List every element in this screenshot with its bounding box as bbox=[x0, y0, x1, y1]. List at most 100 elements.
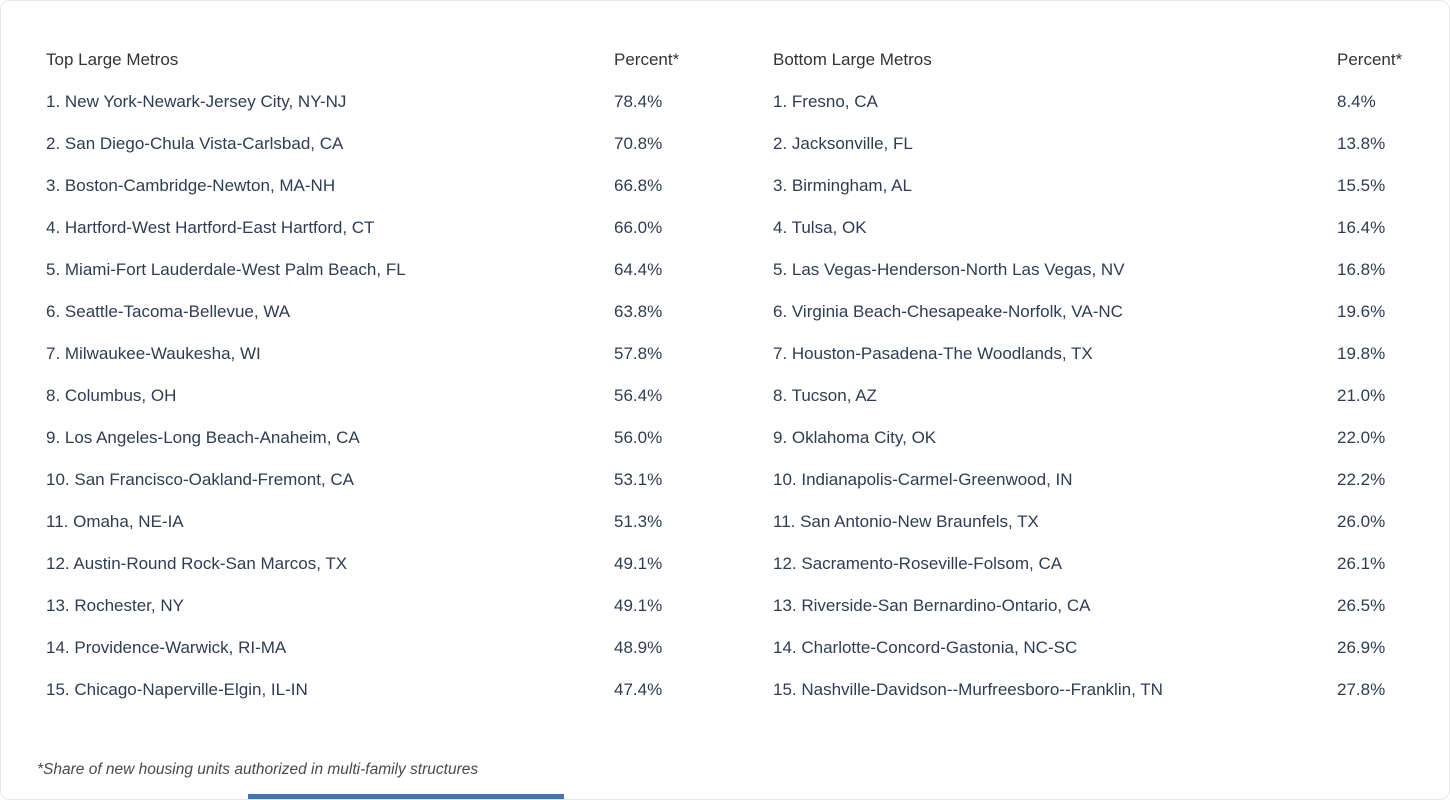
metro-label: 6. Virginia Beach-Chesapeake-Norfolk, VA… bbox=[773, 302, 1123, 321]
table-row: 9. Los Angeles-Long Beach-Anaheim, CA 56.… bbox=[46, 417, 706, 459]
metro-label: 12. Austin-Round Rock-San Marcos, TX bbox=[46, 554, 348, 573]
table-row: 5. Miami-Fort Lauderdale-West Palm Beach… bbox=[46, 249, 706, 291]
table-row: 6. Virginia Beach-Chesapeake-Norfolk, VA… bbox=[773, 291, 1414, 333]
percent-value: 22.0% bbox=[1337, 428, 1386, 447]
percent-value: 49.1% bbox=[614, 596, 663, 615]
table-header-row: Top Large Metros Percent* bbox=[46, 39, 706, 81]
metro-label: 10. Indianapolis-Carmel-Greenwood, IN bbox=[773, 470, 1073, 489]
percent-value: 49.1% bbox=[614, 554, 663, 573]
percent-value: 53.1% bbox=[614, 470, 663, 489]
percent-column-header: Percent* bbox=[614, 50, 680, 69]
table-row: 13. Riverside-San Bernardino-Ontario, CA… bbox=[773, 585, 1414, 627]
percent-value: 56.4% bbox=[614, 386, 663, 405]
table-row: 1. New York-Newark-Jersey City, NY-NJ 78.… bbox=[46, 81, 706, 123]
percent-value: 51.3% bbox=[614, 512, 663, 531]
table-row: 8. Tucson, AZ 21.0% bbox=[773, 375, 1414, 417]
metro-label: 3. Boston-Cambridge-Newton, MA-NH bbox=[46, 176, 336, 195]
table-header-row: Bottom Large Metros Percent* bbox=[773, 39, 1414, 81]
percent-value: 70.8% bbox=[614, 134, 663, 153]
percent-value: 48.9% bbox=[614, 638, 663, 657]
metro-label: 13. Riverside-San Bernardino-Ontario, CA bbox=[773, 596, 1091, 615]
percent-value: 19.6% bbox=[1337, 302, 1386, 321]
percent-value: 66.8% bbox=[614, 176, 663, 195]
metro-label: 15. Nashville-Davidson--Murfreesboro--Fr… bbox=[773, 680, 1163, 699]
table-body: 1. Fresno, CA 8.4% 2. Jacksonville, FL 13.8… bbox=[773, 81, 1414, 711]
metro-label: 4. Hartford-West Hartford-East Hartford,… bbox=[46, 218, 375, 237]
table-title: Top Large Metros bbox=[46, 50, 179, 69]
top-large-metros-table: Top Large Metros Percent* 1. New York-Ne… bbox=[46, 39, 706, 711]
metro-label: 11. Omaha, NE-IA bbox=[46, 512, 184, 531]
metro-label: 13. Rochester, NY bbox=[46, 596, 184, 615]
percent-value: 13.8% bbox=[1337, 134, 1386, 153]
metro-label: 5. Miami-Fort Lauderdale-West Palm Beach… bbox=[46, 260, 406, 279]
metro-label: 2. San Diego-Chula Vista-Carlsbad, CA bbox=[46, 134, 344, 153]
table-row: 2. San Diego-Chula Vista-Carlsbad, CA 70.… bbox=[46, 123, 706, 165]
percent-value: 66.0% bbox=[614, 218, 663, 237]
metro-label: 7. Milwaukee-Waukesha, WI bbox=[46, 344, 261, 363]
metro-label: 14. Charlotte-Concord-Gastonia, NC-SC bbox=[773, 638, 1078, 657]
table-title: Bottom Large Metros bbox=[773, 50, 932, 69]
percent-value: 8.4% bbox=[1337, 92, 1376, 111]
table-row: 14. Charlotte-Concord-Gastonia, NC-SC 26.… bbox=[773, 627, 1414, 669]
percent-value: 56.0% bbox=[614, 428, 663, 447]
table-row: 11. Omaha, NE-IA 51.3% bbox=[46, 501, 706, 543]
percent-value: 78.4% bbox=[614, 92, 663, 111]
metro-label: 8. Tucson, AZ bbox=[773, 386, 877, 405]
percent-column-header: Percent* bbox=[1337, 50, 1403, 69]
table-row: 9. Oklahoma City, OK 22.0% bbox=[773, 417, 1414, 459]
table-row: 13. Rochester, NY 49.1% bbox=[46, 585, 706, 627]
percent-value: 15.5% bbox=[1337, 176, 1386, 195]
table-row: 1. Fresno, CA 8.4% bbox=[773, 81, 1414, 123]
metro-label: 9. Oklahoma City, OK bbox=[773, 428, 937, 447]
percent-value: 16.4% bbox=[1337, 218, 1386, 237]
metro-label: 15. Chicago-Naperville-Elgin, IL-IN bbox=[46, 680, 308, 699]
percent-value: 26.9% bbox=[1337, 638, 1386, 657]
bottom-large-metros-table: Bottom Large Metros Percent* 1. Fresno, … bbox=[773, 39, 1414, 711]
metro-label: 1. Fresno, CA bbox=[773, 92, 878, 111]
table-row: 14. Providence-Warwick, RI-MA 48.9% bbox=[46, 627, 706, 669]
metro-label: 3. Birmingham, AL bbox=[773, 176, 912, 195]
footnote: *Share of new housing units authorized i… bbox=[37, 761, 479, 778]
table-row: 15. Chicago-Naperville-Elgin, IL-IN 47.4% bbox=[46, 669, 706, 711]
metro-label: 1. New York-Newark-Jersey City, NY-NJ bbox=[46, 92, 347, 111]
metro-label: 8. Columbus, OH bbox=[46, 386, 177, 405]
table-row: 6. Seattle-Tacoma-Bellevue, WA 63.8% bbox=[46, 291, 706, 333]
table-row: 10. Indianapolis-Carmel-Greenwood, IN 22.… bbox=[773, 459, 1414, 501]
table-row: 2. Jacksonville, FL 13.8% bbox=[773, 123, 1414, 165]
metro-label: 12. Sacramento-Roseville-Folsom, CA bbox=[773, 554, 1063, 573]
percent-value: 19.8% bbox=[1337, 344, 1386, 363]
table-body: 1. New York-Newark-Jersey City, NY-NJ 78.… bbox=[46, 81, 706, 711]
metro-label: 5. Las Vegas-Henderson-North Las Vegas, … bbox=[773, 260, 1125, 279]
percent-value: 21.0% bbox=[1337, 386, 1386, 405]
table-row: 4. Hartford-West Hartford-East Hartford,… bbox=[46, 207, 706, 249]
percent-value: 64.4% bbox=[614, 260, 663, 279]
metro-label: 4. Tulsa, OK bbox=[773, 218, 867, 237]
table-row: 3. Birmingham, AL 15.5% bbox=[773, 165, 1414, 207]
percent-value: 26.0% bbox=[1337, 512, 1386, 531]
table-row: 10. San Francisco-Oakland-Fremont, CA 53.… bbox=[46, 459, 706, 501]
metro-label: 9. Los Angeles-Long Beach-Anaheim, CA bbox=[46, 428, 360, 447]
table-row: 7. Houston-Pasadena-The Woodlands, TX 19.… bbox=[773, 333, 1414, 375]
metro-label: 14. Providence-Warwick, RI-MA bbox=[46, 638, 287, 657]
percent-value: 27.8% bbox=[1337, 680, 1386, 699]
percent-value: 16.8% bbox=[1337, 260, 1386, 279]
percent-value: 22.2% bbox=[1337, 470, 1386, 489]
table-row: 8. Columbus, OH 56.4% bbox=[46, 375, 706, 417]
table-row: 4. Tulsa, OK 16.4% bbox=[773, 207, 1414, 249]
table-row: 7. Milwaukee-Waukesha, WI 57.8% bbox=[46, 333, 706, 375]
tables-container: Top Large Metros Percent* 1. New York-Ne… bbox=[1, 1, 1449, 711]
table-row: 12. Sacramento-Roseville-Folsom, CA 26.1% bbox=[773, 543, 1414, 585]
table-row: 5. Las Vegas-Henderson-North Las Vegas, … bbox=[773, 249, 1414, 291]
metro-label: 2. Jacksonville, FL bbox=[773, 134, 913, 153]
table-row: 15. Nashville-Davidson--Murfreesboro--Fr… bbox=[773, 669, 1414, 711]
percent-value: 63.8% bbox=[614, 302, 663, 321]
percent-value: 26.5% bbox=[1337, 596, 1386, 615]
metro-label: 6. Seattle-Tacoma-Bellevue, WA bbox=[46, 302, 291, 321]
metro-label: 10. San Francisco-Oakland-Fremont, CA bbox=[46, 470, 355, 489]
table-row: 3. Boston-Cambridge-Newton, MA-NH 66.8% bbox=[46, 165, 706, 207]
percent-value: 47.4% bbox=[614, 680, 663, 699]
percent-value: 57.8% bbox=[614, 344, 663, 363]
percent-value: 26.1% bbox=[1337, 554, 1386, 573]
table-row: 12. Austin-Round Rock-San Marcos, TX 49.1… bbox=[46, 543, 706, 585]
